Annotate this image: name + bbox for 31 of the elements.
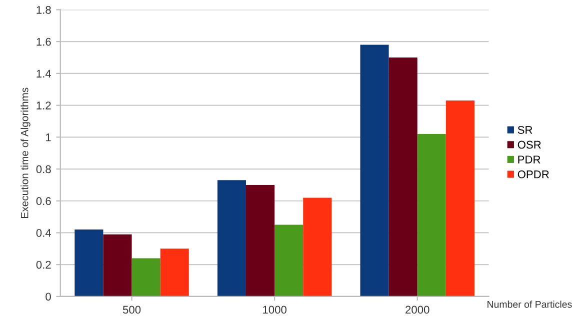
y-tick-label: 1.4 bbox=[36, 70, 52, 78]
legend-label: OPDR bbox=[518, 170, 549, 178]
bar bbox=[417, 134, 446, 296]
x-tick-label: 2000 bbox=[406, 306, 430, 314]
bar bbox=[360, 44, 389, 296]
y-axis-title: Execution time of Algorithms bbox=[20, 88, 30, 218]
y-tick-label: 0.8 bbox=[36, 165, 51, 174]
y-tick-label: 1.8 bbox=[36, 6, 51, 14]
bar bbox=[74, 230, 104, 296]
x-tick-label: 1000 bbox=[263, 306, 286, 314]
bar bbox=[303, 198, 332, 296]
bar bbox=[388, 58, 418, 296]
y-tick-label: 0.6 bbox=[36, 197, 51, 206]
x-tick-label: 500 bbox=[122, 306, 141, 314]
x-axis-title: Number of Particles bbox=[488, 300, 572, 308]
bar bbox=[246, 184, 275, 296]
bar bbox=[274, 224, 304, 296]
bar bbox=[446, 100, 474, 296]
legend-label: SR bbox=[518, 126, 532, 134]
y-tick-label: 1.6 bbox=[36, 38, 51, 46]
y-tick-label: 0.4 bbox=[36, 229, 52, 237]
y-tick-label: 0.2 bbox=[36, 260, 51, 269]
bar bbox=[103, 234, 132, 296]
y-tick-label: 1.2 bbox=[36, 102, 51, 110]
bar bbox=[132, 258, 160, 296]
y-tick-label: 0 bbox=[46, 292, 51, 301]
legend-label: PDR bbox=[518, 156, 540, 164]
bar bbox=[160, 248, 189, 296]
bar bbox=[217, 180, 246, 296]
y-tick-label: 1 bbox=[46, 134, 51, 142]
legend-label: OSR bbox=[518, 140, 541, 149]
